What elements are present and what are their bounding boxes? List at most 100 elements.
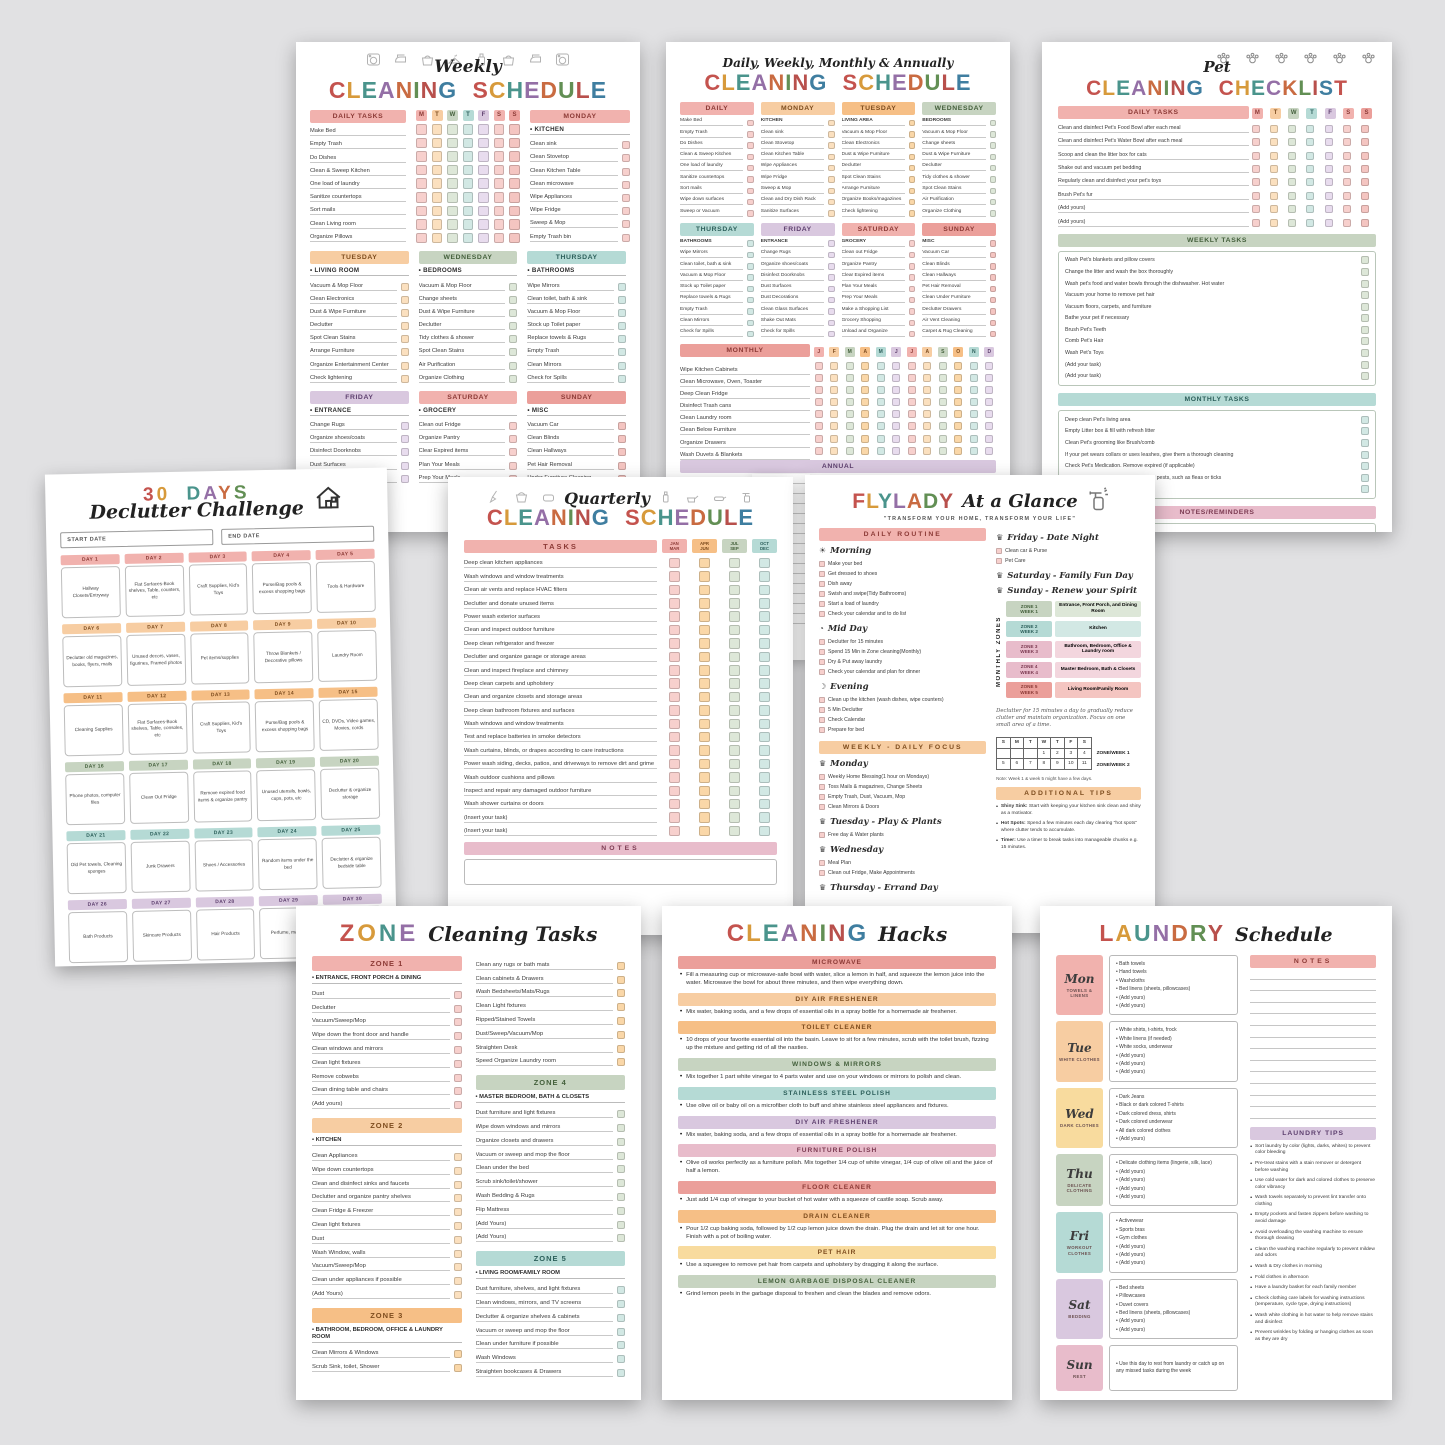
checkbox[interactable] [669, 731, 680, 743]
checkbox[interactable] [400, 361, 409, 370]
checkbox[interactable] [1361, 124, 1369, 133]
checkbox[interactable] [669, 638, 680, 649]
checkbox[interactable] [1361, 267, 1369, 276]
checkbox[interactable] [828, 263, 835, 270]
checkbox[interactable] [509, 461, 518, 470]
checkbox[interactable] [400, 374, 409, 383]
checkbox[interactable] [669, 611, 680, 622]
checkbox[interactable] [400, 308, 409, 317]
checkbox[interactable] [747, 263, 754, 270]
checkbox[interactable] [969, 373, 978, 382]
checkbox[interactable] [729, 651, 740, 663]
checkbox[interactable] [617, 1341, 625, 1350]
checkbox[interactable] [876, 422, 885, 431]
checkbox[interactable] [509, 422, 518, 431]
checkbox[interactable] [938, 410, 947, 419]
checkbox[interactable] [819, 870, 825, 876]
checkbox[interactable] [989, 240, 996, 247]
checkbox[interactable] [1361, 337, 1369, 346]
checkbox[interactable] [1270, 124, 1279, 133]
checkbox[interactable] [828, 240, 835, 247]
checkbox[interactable] [747, 187, 754, 195]
checkbox[interactable] [828, 285, 835, 293]
checkbox[interactable] [908, 240, 916, 247]
checkbox[interactable] [861, 373, 870, 382]
checkbox[interactable] [1251, 218, 1260, 227]
checkbox[interactable] [453, 1180, 462, 1189]
checkbox[interactable] [861, 410, 870, 419]
checkbox[interactable] [819, 669, 825, 675]
checkbox[interactable] [908, 142, 916, 149]
checkbox[interactable] [759, 745, 770, 756]
checkbox[interactable] [1342, 218, 1351, 227]
checkbox[interactable] [989, 319, 996, 327]
checkbox[interactable] [617, 348, 626, 357]
checkbox[interactable] [759, 705, 770, 716]
checkbox[interactable] [617, 1220, 625, 1229]
checkbox[interactable] [493, 164, 505, 176]
checkbox[interactable] [699, 812, 710, 823]
checkbox[interactable] [622, 141, 630, 150]
checkbox[interactable] [478, 137, 489, 149]
checkbox[interactable] [1361, 439, 1369, 448]
checkbox[interactable] [747, 210, 754, 217]
checkbox[interactable] [830, 422, 839, 431]
checkbox[interactable] [453, 1032, 462, 1041]
checkbox[interactable] [729, 731, 740, 743]
checkbox[interactable] [989, 308, 996, 315]
checkbox[interactable] [1324, 138, 1333, 147]
checkbox[interactable] [729, 691, 740, 703]
checkbox[interactable] [617, 1123, 625, 1132]
checkbox[interactable] [938, 373, 947, 382]
checkbox[interactable] [617, 961, 625, 970]
checkbox[interactable] [989, 198, 996, 206]
checkbox[interactable] [431, 178, 443, 189]
checkbox[interactable] [462, 164, 474, 176]
checkbox[interactable] [1270, 164, 1279, 173]
checkbox[interactable] [669, 557, 680, 569]
checkbox[interactable] [699, 758, 710, 770]
checkbox[interactable] [923, 385, 932, 394]
checkbox[interactable] [1342, 178, 1351, 187]
checkbox[interactable] [453, 1290, 462, 1299]
checkbox[interactable] [400, 322, 409, 331]
checkbox[interactable] [617, 1030, 625, 1039]
checkbox[interactable] [759, 665, 770, 676]
checkbox[interactable] [876, 361, 885, 370]
checkbox[interactable] [453, 1045, 462, 1054]
checkbox[interactable] [819, 717, 825, 723]
checkbox[interactable] [509, 348, 518, 357]
checkbox[interactable] [1306, 124, 1315, 133]
checkbox[interactable] [1361, 218, 1369, 227]
checkbox[interactable] [969, 434, 978, 443]
checkbox[interactable] [747, 198, 754, 206]
checkbox[interactable] [509, 192, 520, 203]
checkbox[interactable] [759, 691, 770, 703]
checkbox[interactable] [617, 1137, 625, 1146]
checkbox[interactable] [892, 361, 901, 370]
checkbox[interactable] [493, 205, 505, 217]
checkbox[interactable] [509, 205, 520, 217]
checkbox[interactable] [699, 731, 710, 743]
checkbox[interactable] [493, 219, 505, 230]
checkbox[interactable] [431, 124, 443, 135]
checkbox[interactable] [699, 638, 710, 649]
checkbox[interactable] [462, 232, 474, 244]
checkbox[interactable] [1288, 164, 1297, 173]
checkbox[interactable] [989, 131, 996, 138]
checkbox[interactable] [985, 398, 994, 407]
checkbox[interactable] [400, 435, 409, 444]
checkbox[interactable] [416, 137, 427, 149]
checkbox[interactable] [828, 319, 835, 327]
checkbox[interactable] [729, 745, 740, 756]
checkbox[interactable] [622, 154, 630, 163]
checkbox[interactable] [908, 251, 916, 259]
checkbox[interactable] [699, 785, 710, 797]
checkbox[interactable] [747, 131, 754, 138]
checkbox[interactable] [416, 205, 427, 217]
checkbox[interactable] [622, 220, 630, 229]
checkbox[interactable] [907, 373, 916, 382]
notes-box[interactable] [464, 859, 777, 886]
checkbox[interactable] [830, 434, 839, 443]
checkbox[interactable] [908, 274, 916, 281]
